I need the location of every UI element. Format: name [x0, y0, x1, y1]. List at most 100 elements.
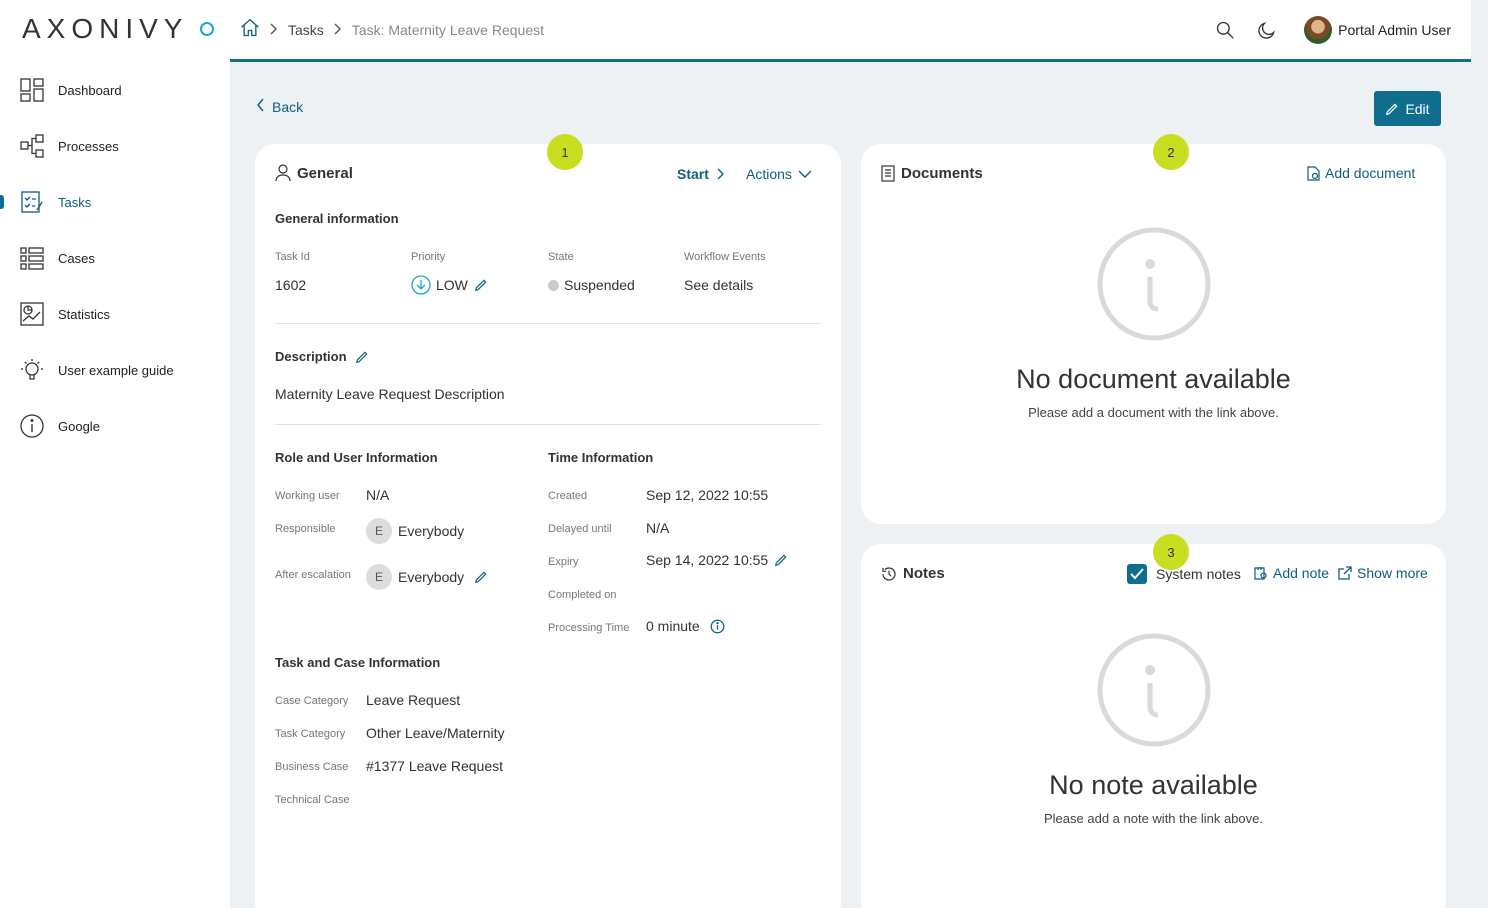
- top-header: Tasks Task: Maternity Leave Request Port…: [230, 0, 1471, 62]
- active-item-marker: [0, 195, 4, 209]
- sidebar-item-label: Dashboard: [58, 82, 122, 98]
- sidebar-item-dashboard[interactable]: Dashboard: [0, 70, 230, 110]
- notes-empty-title: No note available: [1049, 770, 1258, 800]
- sidebar-item-google[interactable]: Google: [0, 406, 230, 446]
- chevron-right-icon: [334, 22, 342, 38]
- breadcrumb-tasks[interactable]: Tasks: [288, 21, 324, 38]
- expiry-label: Expiry: [548, 556, 579, 568]
- add-document-icon: [1307, 165, 1320, 181]
- notes-title: Notes: [881, 565, 945, 582]
- edit-description-pencil-icon[interactable]: [355, 350, 369, 364]
- description-title-text: Description: [275, 349, 347, 364]
- edit-expiry-pencil-icon[interactable]: [774, 553, 788, 567]
- sidebar-item-tasks[interactable]: Tasks: [0, 182, 230, 222]
- statistics-icon: [20, 302, 44, 326]
- processing-time-value: 0 minute: [646, 618, 725, 634]
- edit-button[interactable]: Edit: [1374, 91, 1441, 126]
- breadcrumb: Tasks Task: Maternity Leave Request: [240, 18, 544, 41]
- lightbulb-icon: [20, 358, 44, 382]
- dark-mode-moon-icon[interactable]: [1254, 17, 1280, 43]
- general-title-text: General: [297, 164, 353, 182]
- sidebar-item-user-example-guide[interactable]: User example guide: [0, 350, 230, 390]
- technical-case-label: Technical Case: [275, 794, 350, 806]
- tasks-icon: [20, 190, 44, 214]
- state-dot-icon: [548, 279, 559, 291]
- header-right: Portal Admin User: [1196, 0, 1451, 60]
- back-link[interactable]: Back: [256, 98, 303, 115]
- divider: [275, 323, 821, 324]
- edit-label: Edit: [1405, 100, 1430, 117]
- documents-card: 2 Documents Add document No document ava…: [861, 134, 1446, 524]
- sidebar-item-statistics[interactable]: Statistics: [0, 294, 230, 334]
- task-id-label: Task Id: [275, 251, 310, 263]
- system-notes-checkbox[interactable]: System notes: [1127, 564, 1241, 584]
- sidebar-item-processes[interactable]: Processes: [0, 126, 230, 166]
- user-icon: [275, 164, 291, 182]
- see-details-link[interactable]: See details: [684, 277, 754, 293]
- after-escalation-text: Everybody: [398, 569, 465, 585]
- logo-ring-icon: [200, 22, 215, 36]
- add-note-label: Add note: [1273, 565, 1330, 581]
- responsible-initial: E: [366, 518, 392, 544]
- documents-empty-title: No document available: [1016, 364, 1291, 394]
- created-value: Sep 12, 2022 10:55: [646, 487, 769, 503]
- general-card: 1 General Start Actions General informat…: [255, 134, 841, 908]
- responsible-text: Everybody: [398, 523, 465, 539]
- state-label: State: [548, 251, 574, 263]
- add-document-link[interactable]: Add document: [1307, 165, 1415, 181]
- search-icon[interactable]: [1212, 17, 1238, 43]
- user-name: Portal Admin User: [1338, 22, 1451, 38]
- after-escalation-label: After escalation: [275, 569, 351, 581]
- axonivy-logo[interactable]: AXONIVY: [22, 13, 215, 44]
- step-badge-3: 3: [1153, 534, 1189, 570]
- task-category-label: Task Category: [275, 728, 346, 740]
- working-user-value: N/A: [366, 487, 390, 503]
- working-user-label: Working user: [275, 490, 340, 502]
- step-badge-1: 1: [547, 134, 583, 170]
- chevron-down-icon: [798, 170, 812, 178]
- task-case-info-title: Task and Case Information: [275, 655, 441, 670]
- task-category-value: Other Leave/Maternity: [366, 725, 505, 741]
- dashboard-icon: [20, 78, 44, 102]
- edit-escalation-pencil-icon[interactable]: [474, 570, 488, 584]
- add-note-link[interactable]: Add note: [1254, 565, 1329, 581]
- description-title: Description: [275, 349, 369, 364]
- general-info-title: General information: [275, 211, 399, 226]
- role-info-title: Role and User Information: [275, 450, 438, 465]
- chevron-right-icon: [717, 168, 724, 180]
- home-icon[interactable]: [240, 18, 260, 41]
- notes-card: 3 Notes System notes Add note Show more …: [861, 534, 1446, 908]
- time-info-title: Time Information: [548, 450, 654, 465]
- actions-label: Actions: [746, 166, 792, 182]
- sidebar: AXONIVY Dashboard Processes Tasks Cases …: [0, 0, 230, 908]
- info-icon[interactable]: [710, 619, 725, 634]
- actions-dropdown[interactable]: Actions: [746, 166, 812, 182]
- priority-value: LOW: [411, 275, 488, 295]
- after-escalation-initial: E: [366, 564, 392, 590]
- start-button[interactable]: Start: [677, 166, 725, 182]
- sidebar-item-label: Cases: [58, 250, 95, 266]
- pencil-icon: [1386, 103, 1398, 115]
- sidebar-item-label: Google: [58, 418, 100, 434]
- sidebar-item-label: Statistics: [58, 306, 111, 322]
- delayed-until-label: Delayed until: [548, 523, 612, 535]
- priority-label: Priority: [411, 251, 446, 263]
- add-document-label: Add document: [1325, 165, 1416, 181]
- documents-title-text: Documents: [901, 165, 983, 182]
- sidebar-item-cases[interactable]: Cases: [0, 238, 230, 278]
- info-icon: [20, 414, 44, 438]
- empty-info-icon: [1097, 633, 1211, 752]
- business-case-link[interactable]: #1377 Leave Request: [366, 758, 503, 774]
- task-id-value: 1602: [275, 277, 307, 293]
- show-more-link[interactable]: Show more: [1338, 565, 1428, 581]
- expiry-value: Sep 14, 2022 10:55: [646, 552, 788, 568]
- step-badge-2: 2: [1153, 134, 1189, 170]
- workflow-events-label: Workflow Events: [684, 251, 766, 263]
- priority-text: LOW: [436, 277, 468, 293]
- sidebar-item-label: User example guide: [58, 362, 174, 378]
- user-menu[interactable]: Portal Admin User: [1304, 16, 1451, 44]
- add-note-icon: [1254, 567, 1267, 580]
- checkbox-checked-icon: [1127, 564, 1147, 584]
- edit-priority-pencil-icon[interactable]: [474, 278, 488, 292]
- case-category-label: Case Category: [275, 695, 349, 707]
